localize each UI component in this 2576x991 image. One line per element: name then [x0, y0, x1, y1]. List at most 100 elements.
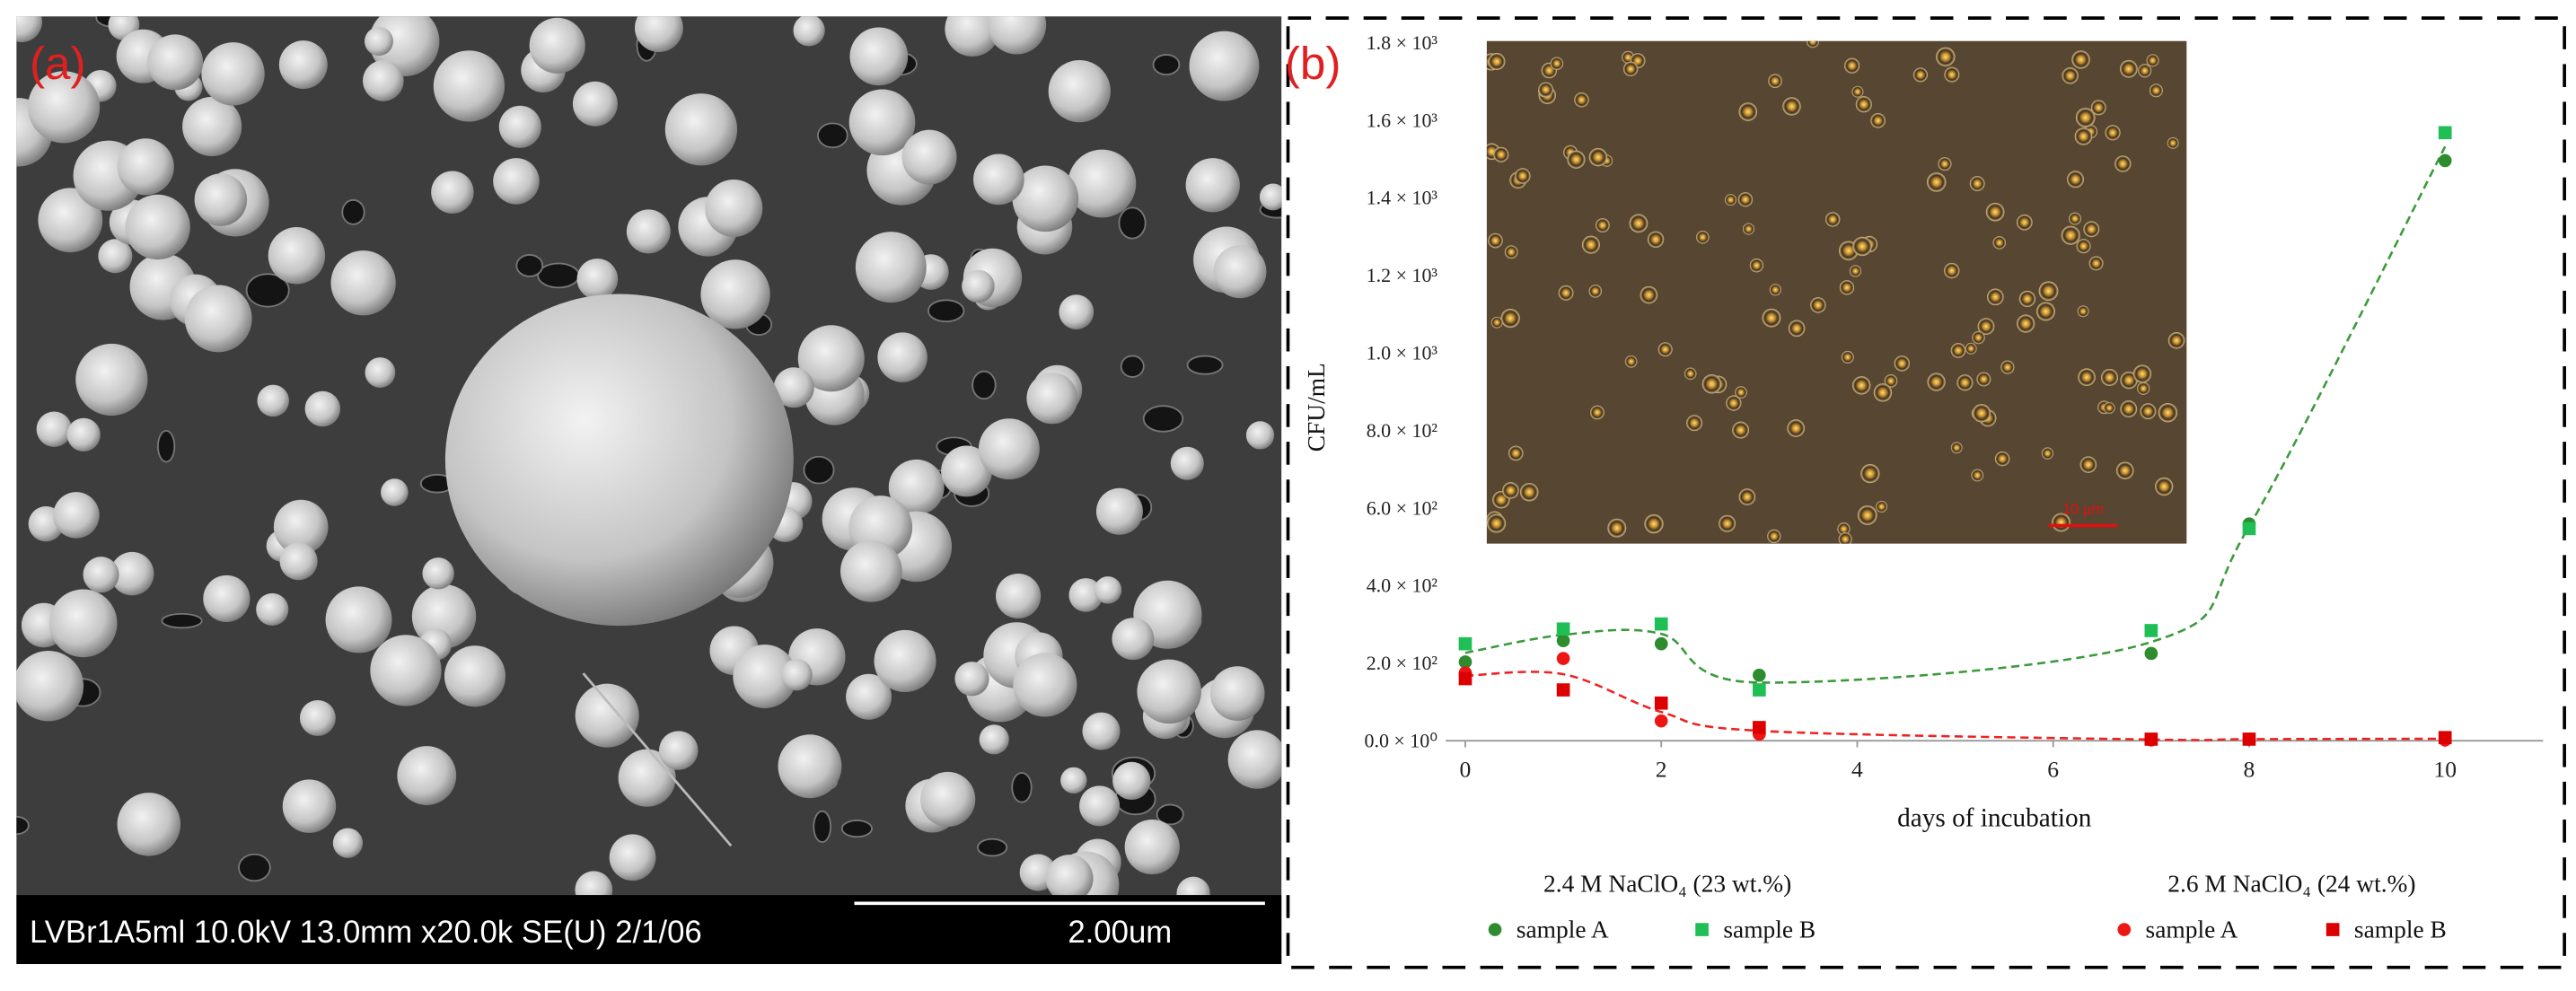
particle: [996, 573, 1042, 619]
cell: [1873, 383, 1893, 402]
pore: [16, 816, 30, 836]
particle: [1227, 730, 1282, 789]
y-tick-label: 1.8 × 10³: [1367, 31, 1438, 54]
cell: [1696, 230, 1710, 244]
pore: [515, 254, 544, 277]
cell: [1644, 513, 1664, 534]
data-point: [2144, 732, 2158, 746]
particle: [422, 557, 454, 590]
legend-label: sample A: [1517, 916, 1609, 943]
cell: [1870, 113, 1886, 128]
y-tick-label: 6.0 × 10²: [1367, 496, 1438, 519]
particle: [659, 731, 699, 770]
inset-scale-label: 10 µm: [2062, 502, 2104, 518]
particle: [1176, 876, 1210, 896]
particle: [332, 828, 364, 858]
particle: [493, 158, 540, 205]
y-axis-label: CFU/mL: [1303, 363, 1330, 452]
x-tick-label: 0: [1460, 756, 1472, 782]
particle: [278, 40, 328, 90]
particle: [773, 367, 814, 408]
particle: [27, 71, 101, 144]
particle: [529, 17, 585, 74]
data-point: [1753, 668, 1766, 682]
particle: [381, 478, 409, 506]
cell: [1567, 150, 1586, 169]
data-point: [1654, 696, 1668, 710]
pore: [971, 370, 997, 400]
cell: [2017, 314, 2035, 333]
cell: [2103, 402, 2115, 414]
cell: [2041, 447, 2054, 460]
particle: [1095, 487, 1143, 535]
cell: [1972, 330, 1985, 345]
data-point: [2242, 732, 2256, 746]
data-point: [1556, 622, 1570, 636]
legend-marker: [2325, 923, 2340, 936]
cell: [2100, 368, 2119, 387]
pore: [245, 273, 290, 308]
particle: [888, 459, 945, 515]
particle: [840, 539, 902, 602]
particle: [257, 384, 289, 417]
cell: [1742, 223, 1755, 235]
particle: [1068, 149, 1137, 218]
data-point: [1556, 634, 1570, 648]
cell: [1860, 463, 1880, 484]
particle: [75, 343, 148, 417]
particle: [330, 250, 396, 316]
pore: [928, 299, 965, 323]
cell: [1488, 53, 1506, 70]
cell: [1719, 514, 1736, 532]
chart: 0.0 × 10⁰ 2.0 × 10² 4.0 × 10² 6.0 × 10² 8.0 …: [1303, 31, 2544, 943]
particle: [433, 50, 506, 122]
cell: [1839, 280, 1855, 295]
particle: [147, 34, 204, 91]
cell: [2062, 67, 2079, 84]
cell: [1782, 97, 1801, 116]
x-tick-label: 8: [2244, 756, 2255, 782]
cell: [1487, 513, 1507, 533]
cell: [1852, 376, 1871, 395]
cell: [1768, 74, 1782, 89]
data-point: [2438, 153, 2452, 168]
cell: [1588, 285, 1603, 298]
particle: [793, 16, 825, 47]
data-point: [1753, 683, 1766, 697]
pore: [1152, 54, 1181, 76]
cell: [2149, 83, 2163, 98]
particle: [664, 93, 738, 166]
legend-label: sample A: [2146, 916, 2238, 943]
cell: [2088, 256, 2104, 271]
x-tick-label: 10: [2433, 756, 2457, 782]
particle: [1045, 855, 1094, 896]
particle: [16, 16, 42, 43]
cell: [2090, 100, 2106, 116]
particle: [634, 16, 683, 53]
pore: [813, 810, 832, 844]
particle: [978, 418, 1040, 480]
data-point: [1556, 652, 1570, 665]
cell: [1488, 232, 1503, 249]
particle: [256, 592, 289, 626]
inset-cells: [1486, 40, 2185, 544]
particle: [846, 673, 892, 720]
pore: [1120, 355, 1145, 378]
legend-marker: [2117, 923, 2132, 936]
cell: [2167, 332, 2185, 349]
inset-image: [1486, 40, 2187, 544]
cell: [1502, 482, 1519, 499]
particle: [268, 227, 326, 285]
particle: [194, 173, 248, 226]
panel-label: (a): [30, 38, 86, 89]
cell: [2132, 364, 2152, 383]
particle: [954, 662, 989, 697]
x-axis-label: days of incubation: [1897, 803, 2092, 832]
cell: [1987, 288, 2004, 306]
cell: [1732, 421, 1750, 439]
particle: [370, 635, 442, 706]
particle: [962, 269, 995, 303]
cell: [1767, 529, 1781, 544]
particle: [363, 60, 404, 101]
pore: [1118, 206, 1147, 240]
